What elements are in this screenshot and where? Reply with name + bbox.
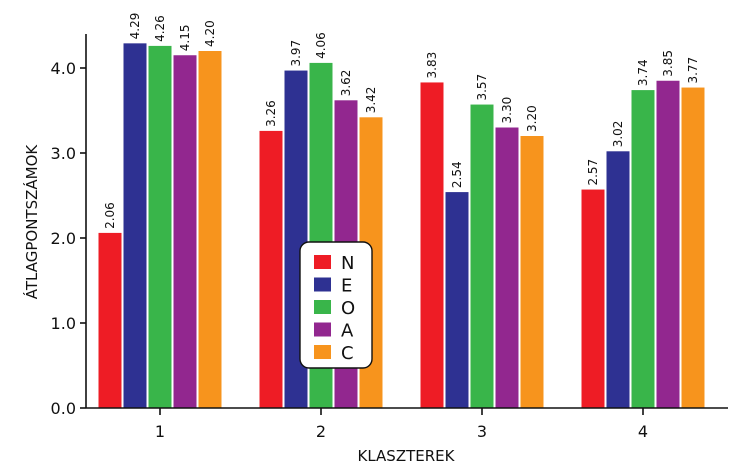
data-label-O-cluster-3: 3.57 — [475, 74, 489, 101]
data-label-N-cluster-4: 2.57 — [586, 159, 600, 186]
legend-label-E: E — [341, 276, 352, 297]
bar-C-cluster-1 — [198, 51, 222, 408]
data-labels-layer: 2.06 4.29 4.26 4.15 4.20 3.26 3.97 4.06 3.62 3.42… — [103, 13, 700, 229]
data-label-O-cluster-4: 3.74 — [636, 59, 650, 86]
x-axis-title: KLASZTEREK — [358, 447, 456, 465]
data-label-E-cluster-2: 3.97 — [289, 40, 303, 67]
bar-O-cluster-1 — [148, 45, 172, 409]
y-axis-title: ÁTLAGPONTSZÁMOK — [22, 144, 41, 300]
bars-layer — [98, 43, 705, 409]
data-label-A-cluster-4: 3.85 — [661, 50, 675, 77]
legend-label-C: C — [341, 343, 354, 364]
legend-label-N: N — [341, 253, 354, 274]
bar-O-cluster-3 — [470, 104, 494, 409]
legend-swatch-N — [314, 255, 331, 269]
data-label-A-cluster-1: 4.15 — [178, 25, 192, 52]
data-label-O-cluster-2: 4.06 — [314, 32, 328, 59]
data-label-N-cluster-2: 3.26 — [264, 100, 278, 127]
data-label-E-cluster-1: 4.29 — [128, 13, 142, 40]
y-tick-label-0.0: 0.0 — [51, 399, 76, 418]
legend-swatch-E — [314, 277, 331, 292]
data-label-C-cluster-3: 3.20 — [525, 105, 539, 132]
bar-N-cluster-1 — [98, 232, 122, 408]
legend-swatch-O — [314, 300, 331, 314]
data-label-A-cluster-3: 3.30 — [500, 97, 514, 124]
legend-swatch-C — [314, 345, 331, 359]
x-tick-label-1: 1 — [155, 422, 165, 441]
bar-E-cluster-4 — [606, 151, 630, 409]
bar-N-cluster-2 — [259, 130, 283, 408]
y-tick-label-2.0: 2.0 — [51, 229, 76, 248]
axes-layer — [85, 34, 728, 409]
y-tick-label-4.0: 4.0 — [51, 59, 76, 78]
data-label-C-cluster-4: 3.77 — [686, 57, 700, 84]
data-label-A-cluster-2: 3.62 — [339, 70, 353, 97]
data-label-E-cluster-4: 3.02 — [611, 121, 625, 148]
ticks-layer: 1 2 3 4 0.0 1.0 2.0 3.0 4.0 — [51, 59, 649, 441]
data-label-C-cluster-2: 3.42 — [364, 87, 378, 114]
bar-N-cluster-3 — [420, 82, 444, 408]
bar-C-cluster-4 — [681, 87, 705, 409]
y-tick-label-3.0: 3.0 — [51, 144, 76, 163]
bar-A-cluster-1 — [173, 55, 197, 408]
legend-swatch-A — [314, 322, 331, 337]
data-label-C-cluster-1: 4.20 — [203, 20, 217, 47]
legend-label-O: O — [341, 298, 355, 319]
data-label-N-cluster-3: 3.83 — [425, 52, 439, 79]
bar-N-cluster-4 — [581, 189, 605, 408]
x-tick-label-2: 2 — [316, 422, 326, 441]
bar-O-cluster-4 — [631, 90, 655, 408]
bar-E-cluster-3 — [445, 192, 469, 408]
x-tick-label-3: 3 — [477, 422, 487, 441]
x-tick-label-4: 4 — [638, 422, 648, 441]
data-label-E-cluster-3: 2.54 — [450, 161, 464, 188]
y-tick-label-1.0: 1.0 — [51, 314, 76, 333]
bar-E-cluster-1 — [123, 43, 147, 408]
bar-C-cluster-3 — [520, 136, 544, 408]
legend-label-A: A — [341, 321, 354, 342]
legend-box — [299, 241, 373, 369]
data-label-N-cluster-1: 2.06 — [103, 202, 117, 229]
bar-A-cluster-3 — [495, 127, 519, 408]
data-label-O-cluster-1: 4.26 — [153, 15, 167, 42]
bar-A-cluster-4 — [656, 80, 680, 408]
